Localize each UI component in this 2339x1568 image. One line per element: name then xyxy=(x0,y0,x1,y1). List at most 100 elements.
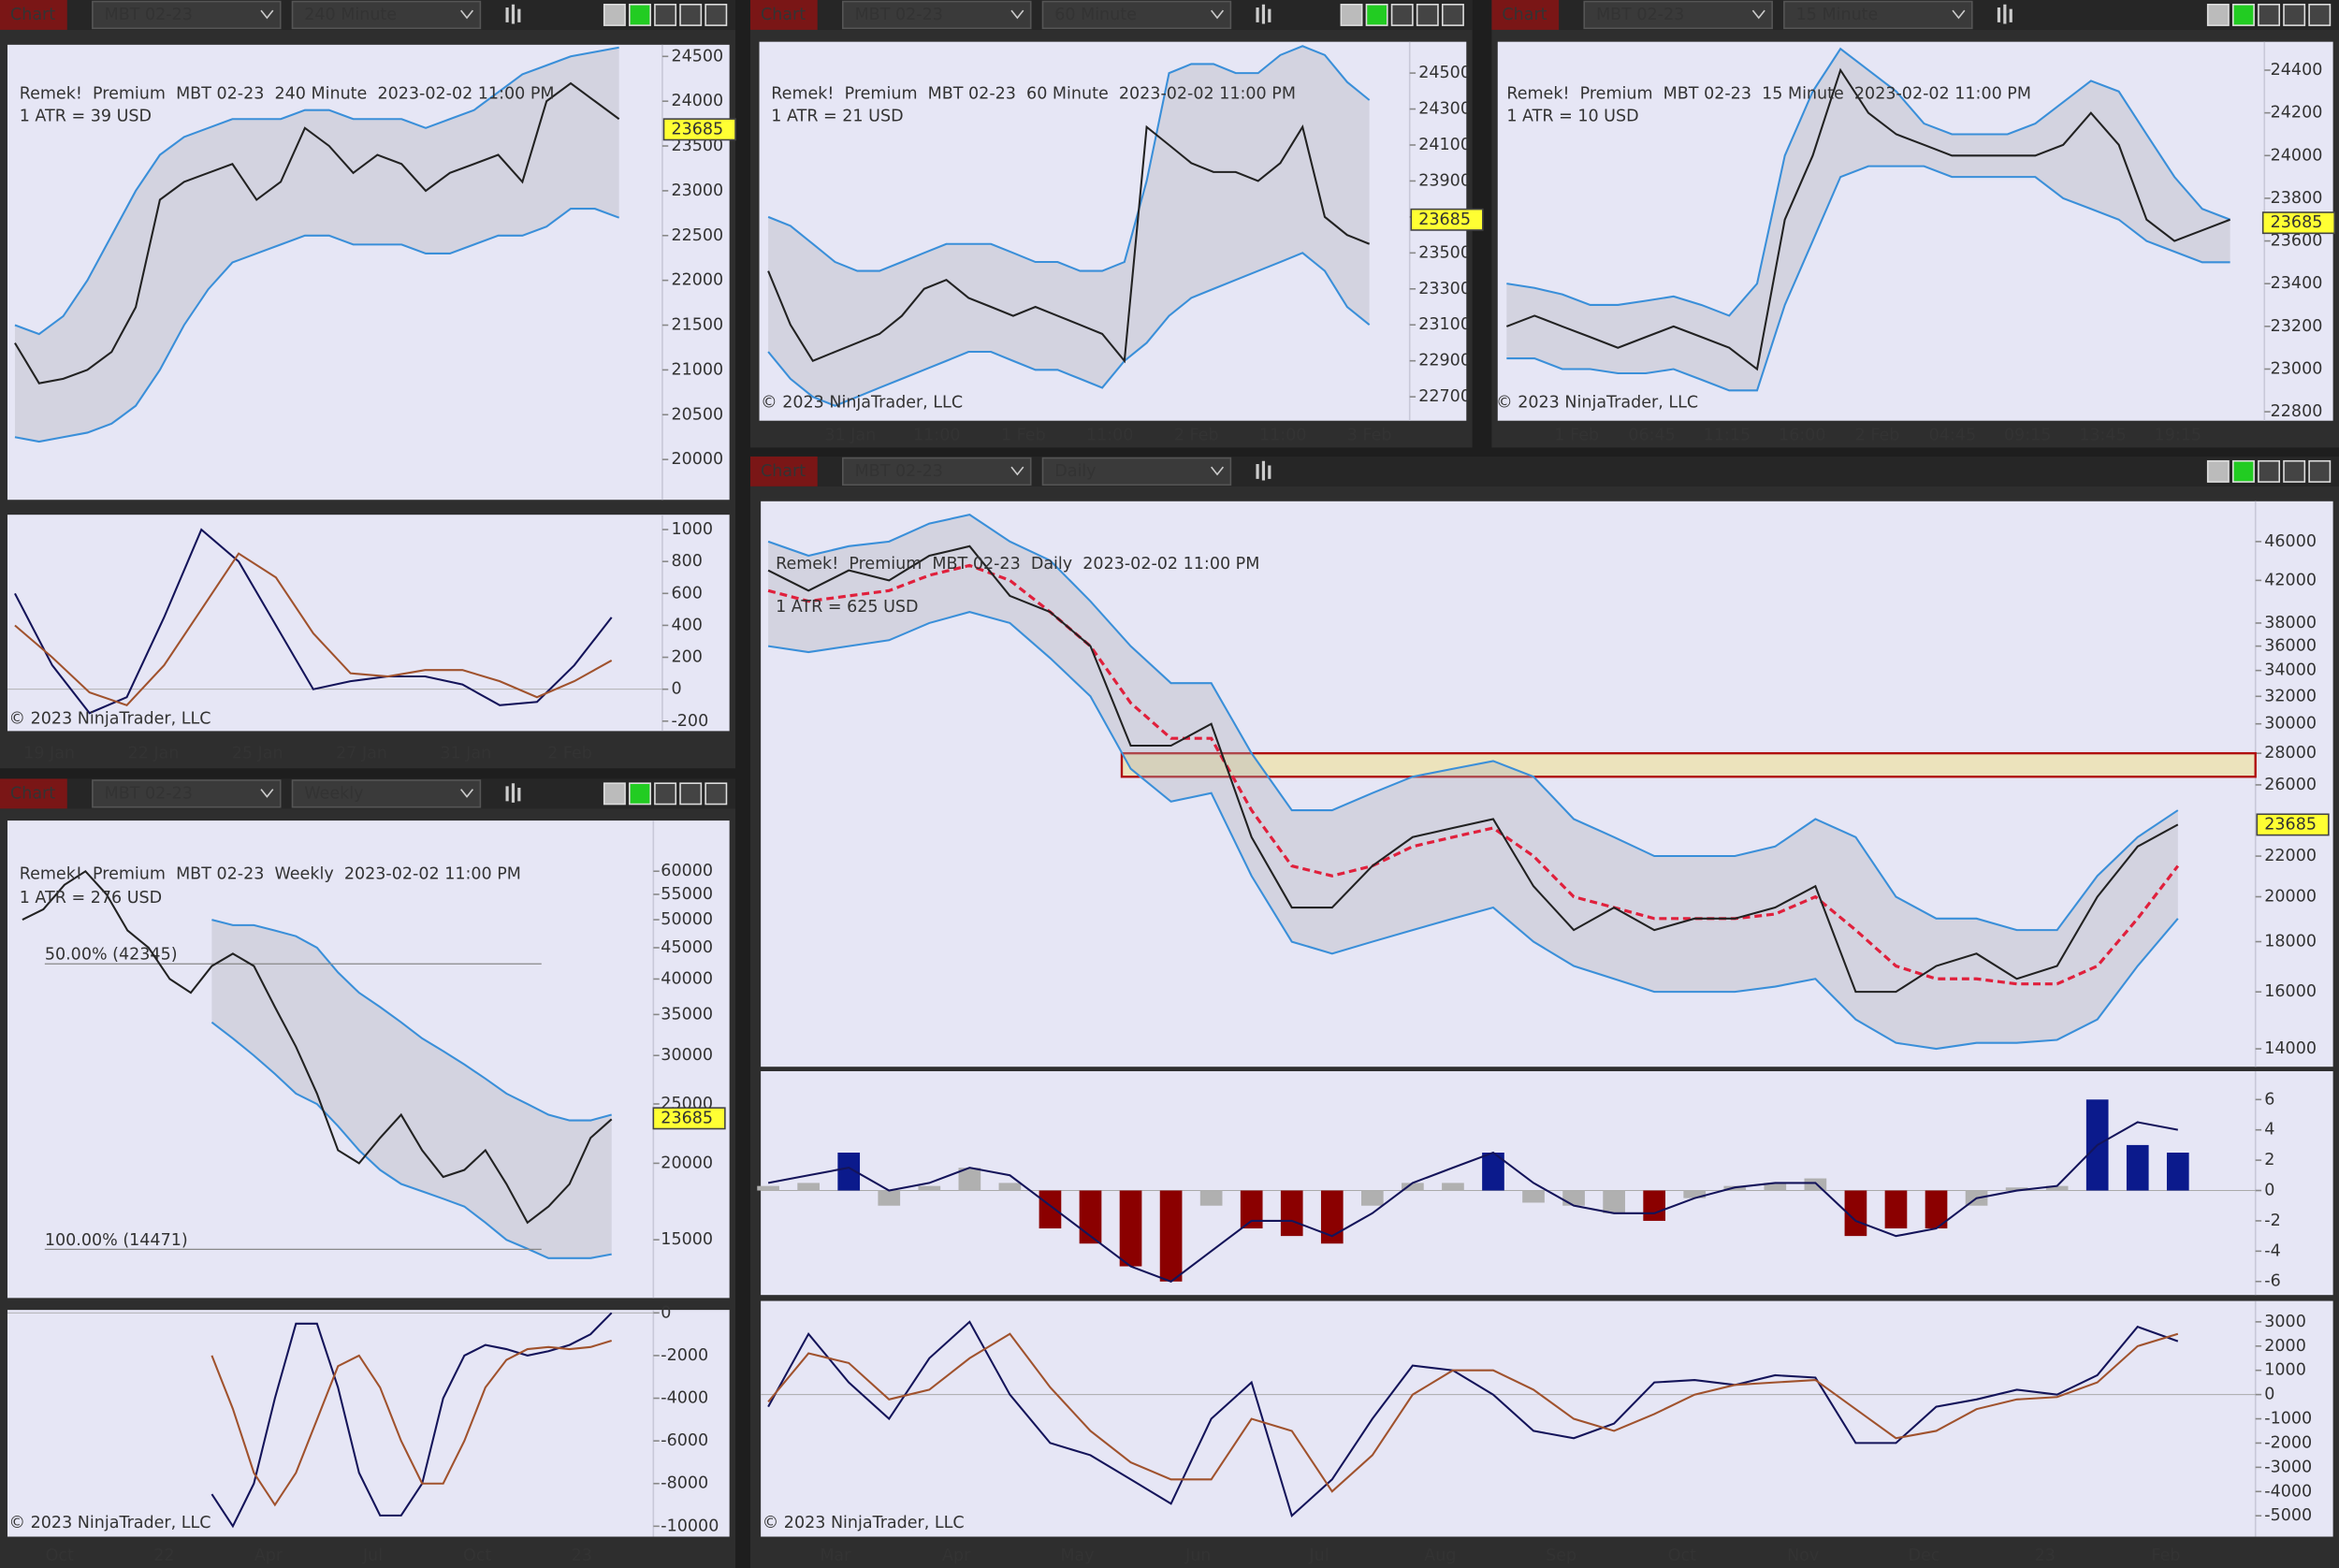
pane xyxy=(7,1310,730,1537)
window-button[interactable] xyxy=(705,3,728,26)
window-button[interactable] xyxy=(629,782,651,806)
histogram-bar xyxy=(1643,1190,1666,1221)
fib-label: 100.00% (14471) xyxy=(45,1231,188,1250)
x-tick-label: Oct xyxy=(1668,1546,1696,1565)
window-button[interactable] xyxy=(2206,3,2230,26)
window-button[interactable] xyxy=(1365,3,1388,26)
band-fill xyxy=(14,47,619,442)
y-tick-label: -2000 xyxy=(2264,1433,2312,1452)
histogram-bar xyxy=(1360,1190,1384,1206)
instrument-dropdown[interactable] xyxy=(1583,0,1773,30)
band-fill xyxy=(768,46,1370,406)
band-lower xyxy=(767,611,2179,1051)
price-marker-label: 23685 xyxy=(2271,213,2323,232)
window-button[interactable] xyxy=(705,782,728,806)
x-tick-label: 23 xyxy=(2035,1546,2056,1565)
window-button[interactable] xyxy=(629,3,651,26)
chart-tab-label: Chart xyxy=(761,462,806,481)
instrument-dropdown[interactable] xyxy=(842,457,1032,486)
chart-tab-label: Chart xyxy=(1502,6,1547,24)
instrument-dropdown[interactable] xyxy=(92,779,282,808)
window-button[interactable] xyxy=(2258,459,2281,483)
y-tick-label: 38000 xyxy=(2264,614,2317,632)
window-button[interactable] xyxy=(1340,3,1363,26)
window-button[interactable] xyxy=(1390,3,1414,26)
window-button[interactable] xyxy=(1441,3,1464,26)
y-tick-label: 50000 xyxy=(661,910,713,929)
window-button[interactable] xyxy=(2308,459,2332,483)
y-tick-label: 3000 xyxy=(2264,1313,2306,1331)
y-tick-label: 23600 xyxy=(2271,232,2323,251)
y-tick-label: 45000 xyxy=(661,938,713,957)
x-tick-label: Oct xyxy=(463,1546,491,1565)
x-tick-label: 1 Feb xyxy=(1554,427,1599,445)
instrument-dropdown[interactable] xyxy=(92,0,282,30)
chart-tab[interactable] xyxy=(749,0,818,30)
x-tick-label: Jul xyxy=(362,1546,383,1565)
window-button[interactable] xyxy=(2232,3,2255,26)
window-button[interactable] xyxy=(1416,3,1439,26)
dropdown-arrow xyxy=(260,789,274,798)
bar-type-icon[interactable] xyxy=(505,783,521,803)
chart-tab[interactable] xyxy=(1491,0,1560,30)
histogram-bar xyxy=(1402,1183,1424,1191)
timeframe-dropdown[interactable] xyxy=(1041,457,1232,486)
copyright: © 2023 NinjaTrader, LLC xyxy=(761,394,963,413)
window-button[interactable] xyxy=(2308,3,2332,26)
window-button[interactable] xyxy=(2232,459,2255,483)
bar-type-icon[interactable] xyxy=(1997,4,2012,24)
timeframe-dropdown[interactable] xyxy=(291,779,482,808)
histogram-bar xyxy=(1683,1190,1707,1198)
chart-tab[interactable] xyxy=(0,778,67,809)
y-tick-label: -2 xyxy=(2264,1212,2280,1230)
bar-type-icon[interactable] xyxy=(1256,460,1271,481)
price-marker xyxy=(1410,208,1484,231)
timeframe-dropdown[interactable] xyxy=(1041,0,1232,30)
window-button[interactable] xyxy=(2206,459,2230,483)
window-button[interactable] xyxy=(2283,459,2306,483)
window-button[interactable] xyxy=(2258,3,2281,26)
atr-info: 1 ATR = 10 USD xyxy=(1506,107,1638,125)
histogram-bar xyxy=(837,1153,861,1191)
window-button[interactable] xyxy=(2283,3,2306,26)
y-tick-label: 28000 xyxy=(2264,744,2317,762)
x-tick-label: Apr xyxy=(254,1546,283,1565)
chart-tab[interactable] xyxy=(0,0,67,30)
price-marker-label: 23685 xyxy=(671,120,723,138)
window-button[interactable] xyxy=(654,3,677,26)
window-button[interactable] xyxy=(654,782,677,806)
instrument-dropdown[interactable] xyxy=(842,0,1032,30)
chart-tab[interactable] xyxy=(749,456,818,486)
x-tick-label: 22 xyxy=(153,1546,174,1565)
window-button[interactable] xyxy=(679,782,703,806)
x-tick-label: 11:00 xyxy=(913,427,960,445)
x-tick-label: 04:45 xyxy=(1929,427,1976,445)
series-line xyxy=(211,1312,613,1529)
band-upper xyxy=(767,45,1371,272)
window-button[interactable] xyxy=(679,3,703,26)
x-tick-label: Nov xyxy=(1787,1546,1819,1565)
bar-type-icon[interactable] xyxy=(1256,4,1271,24)
series-line xyxy=(767,1332,2179,1493)
y-tick-label: 24100 xyxy=(1418,136,1471,154)
atr-info: 1 ATR = 21 USD xyxy=(771,107,903,125)
window-button[interactable] xyxy=(603,782,626,806)
price-marker-label: 23685 xyxy=(1418,211,1471,229)
bar-type-icon[interactable] xyxy=(505,4,521,24)
x-tick-label: 11:00 xyxy=(1086,427,1133,445)
window-button[interactable] xyxy=(603,3,626,26)
pane xyxy=(7,44,730,501)
y-tick-label: 23400 xyxy=(2271,274,2323,293)
timeframe-dropdown[interactable] xyxy=(1783,0,1973,30)
dropdown-arrow xyxy=(1751,9,1765,20)
price-marker xyxy=(652,1107,726,1130)
histogram-bar xyxy=(1280,1190,1303,1237)
timeframe-dropdown[interactable] xyxy=(291,0,482,30)
band-lower xyxy=(211,1021,612,1259)
x-tick-label: 16:00 xyxy=(1779,427,1825,445)
pane xyxy=(761,1070,2333,1296)
chart-info: Remek! Premium MBT 02-23 240 Minute 2023… xyxy=(20,84,555,103)
histogram-bar xyxy=(1119,1190,1142,1267)
chart-info: Remek! Premium MBT 02-23 15 Minute 2023-… xyxy=(1506,84,2031,103)
